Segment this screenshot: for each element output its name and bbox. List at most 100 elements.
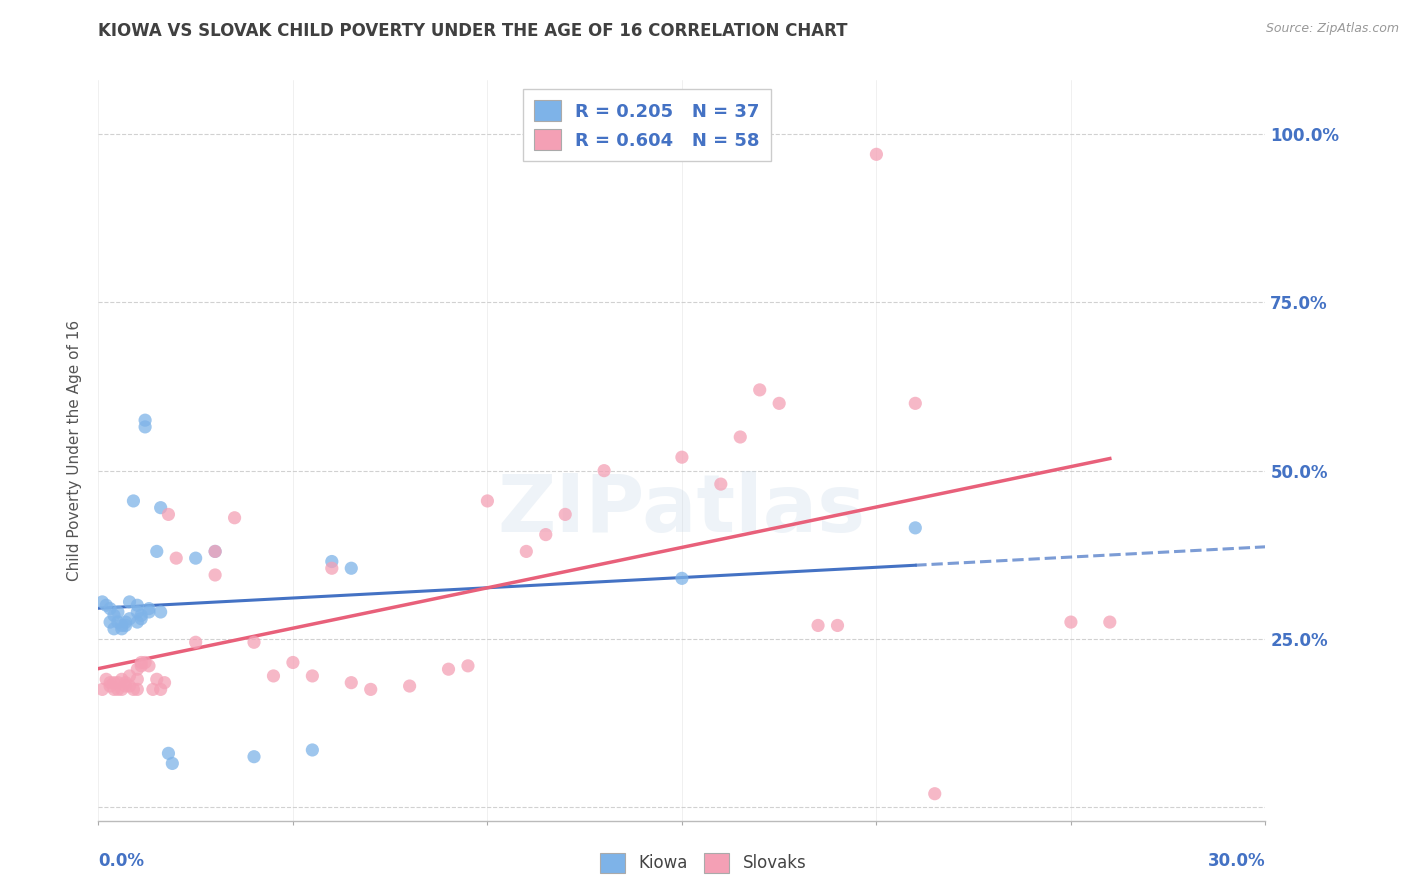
Point bbox=[165, 551, 187, 566]
Point bbox=[111, 622, 134, 636]
Point bbox=[162, 756, 184, 771]
Point bbox=[98, 615, 121, 629]
Point bbox=[157, 747, 180, 761]
Point bbox=[593, 464, 616, 478]
Y-axis label: Child Poverty Under the Age of 16: Child Poverty Under the Age of 16 bbox=[67, 320, 83, 581]
Point bbox=[184, 635, 207, 649]
Point bbox=[103, 622, 125, 636]
Point bbox=[107, 605, 129, 619]
Point bbox=[457, 658, 479, 673]
Point bbox=[281, 656, 304, 670]
Point bbox=[827, 618, 849, 632]
Point bbox=[96, 599, 118, 613]
Point bbox=[807, 618, 830, 632]
Point bbox=[134, 656, 156, 670]
Point bbox=[114, 675, 136, 690]
Point bbox=[118, 669, 141, 683]
Point bbox=[127, 615, 149, 629]
Point bbox=[107, 682, 129, 697]
Point bbox=[118, 612, 141, 626]
Point bbox=[122, 682, 145, 697]
Point bbox=[534, 527, 557, 541]
Point bbox=[122, 494, 145, 508]
Point bbox=[129, 656, 152, 670]
Legend: R = 0.205   N = 37, R = 0.604   N = 58: R = 0.205 N = 37, R = 0.604 N = 58 bbox=[523, 89, 770, 161]
Legend: Kiowa, Slovaks: Kiowa, Slovaks bbox=[593, 847, 813, 880]
Point bbox=[398, 679, 420, 693]
Point bbox=[91, 682, 114, 697]
Point bbox=[865, 147, 887, 161]
Point bbox=[1098, 615, 1121, 629]
Point bbox=[768, 396, 790, 410]
Point bbox=[129, 658, 152, 673]
Point bbox=[142, 682, 165, 697]
Text: ZIPatlas: ZIPatlas bbox=[498, 471, 866, 549]
Point bbox=[146, 544, 169, 558]
Point bbox=[360, 682, 382, 697]
Point bbox=[554, 508, 576, 522]
Point bbox=[107, 675, 129, 690]
Point bbox=[127, 662, 149, 676]
Point bbox=[710, 477, 733, 491]
Point bbox=[127, 673, 149, 687]
Point bbox=[114, 615, 136, 629]
Point bbox=[98, 679, 121, 693]
Point bbox=[127, 682, 149, 697]
Point bbox=[477, 494, 499, 508]
Point bbox=[321, 555, 343, 569]
Point bbox=[243, 635, 266, 649]
Text: KIOWA VS SLOVAK CHILD POVERTY UNDER THE AGE OF 16 CORRELATION CHART: KIOWA VS SLOVAK CHILD POVERTY UNDER THE … bbox=[98, 22, 848, 40]
Point bbox=[146, 673, 169, 687]
Point bbox=[127, 599, 149, 613]
Point bbox=[340, 675, 363, 690]
Text: 30.0%: 30.0% bbox=[1208, 852, 1265, 870]
Point bbox=[91, 595, 114, 609]
Point bbox=[107, 615, 129, 629]
Point bbox=[149, 500, 172, 515]
Point bbox=[114, 679, 136, 693]
Text: Source: ZipAtlas.com: Source: ZipAtlas.com bbox=[1265, 22, 1399, 36]
Point bbox=[111, 618, 134, 632]
Point bbox=[138, 658, 160, 673]
Point bbox=[103, 682, 125, 697]
Point bbox=[157, 508, 180, 522]
Point bbox=[224, 510, 246, 524]
Point bbox=[127, 605, 149, 619]
Point bbox=[138, 605, 160, 619]
Point bbox=[103, 675, 125, 690]
Point bbox=[243, 749, 266, 764]
Point bbox=[118, 595, 141, 609]
Text: 0.0%: 0.0% bbox=[98, 852, 145, 870]
Point bbox=[730, 430, 752, 444]
Point bbox=[134, 413, 156, 427]
Point bbox=[515, 544, 537, 558]
Point bbox=[149, 682, 172, 697]
Point bbox=[184, 551, 207, 566]
Point bbox=[129, 608, 152, 623]
Point bbox=[924, 787, 946, 801]
Point bbox=[111, 673, 134, 687]
Point bbox=[138, 601, 160, 615]
Point bbox=[103, 608, 125, 623]
Point bbox=[437, 662, 460, 676]
Point bbox=[748, 383, 770, 397]
Point bbox=[204, 544, 226, 558]
Point bbox=[129, 612, 152, 626]
Point bbox=[301, 743, 323, 757]
Point bbox=[904, 396, 927, 410]
Point bbox=[153, 675, 176, 690]
Point bbox=[301, 669, 323, 683]
Point bbox=[1060, 615, 1083, 629]
Point bbox=[98, 675, 121, 690]
Point bbox=[149, 605, 172, 619]
Point bbox=[340, 561, 363, 575]
Point bbox=[98, 601, 121, 615]
Point bbox=[321, 561, 343, 575]
Point bbox=[262, 669, 284, 683]
Point bbox=[204, 544, 226, 558]
Point bbox=[118, 679, 141, 693]
Point bbox=[904, 521, 927, 535]
Point bbox=[671, 450, 693, 465]
Point bbox=[204, 568, 226, 582]
Point bbox=[134, 420, 156, 434]
